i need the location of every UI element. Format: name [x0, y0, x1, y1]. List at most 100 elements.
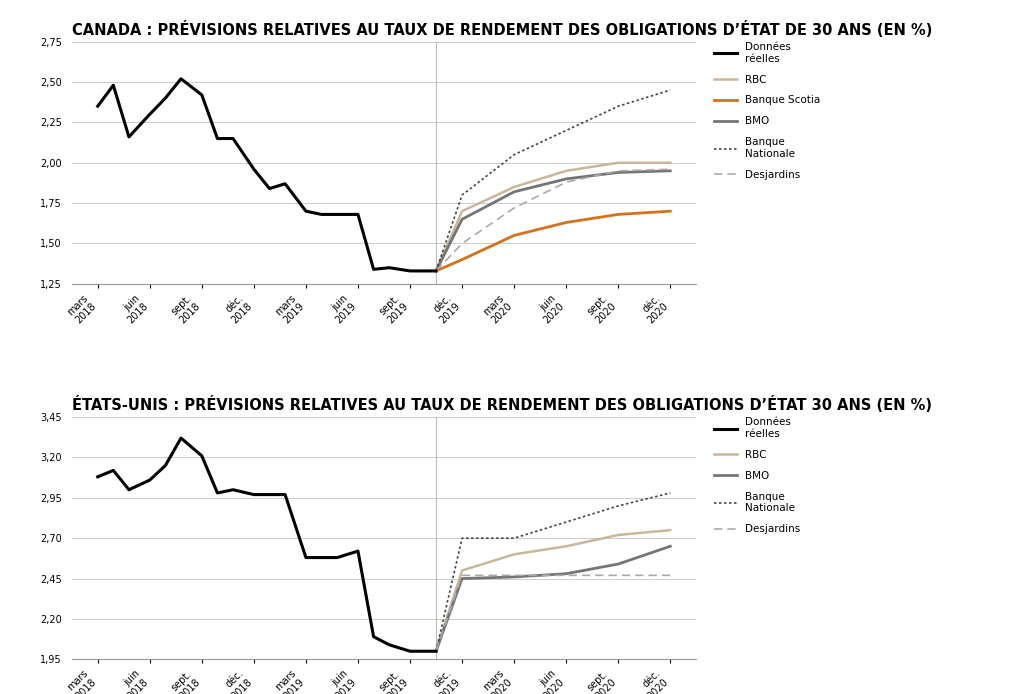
Text: ÉTATS-UNIS : PRÉVISIONS RELATIVES AU TAUX DE RENDEMENT DES OBLIGATIONS D’ÉTAT 30: ÉTATS-UNIS : PRÉVISIONS RELATIVES AU TAU…	[72, 396, 932, 413]
Desjardins	[456, 571, 468, 579]
Banque Scotia	[612, 210, 625, 219]
Données
réelles	[123, 133, 135, 141]
Line: Données
réelles: Données réelles	[97, 438, 436, 651]
Banque Scotia	[456, 255, 468, 264]
RBC	[612, 159, 625, 167]
RBC	[665, 526, 677, 534]
Banque
Nationale	[508, 151, 520, 159]
Line: Banque
Nationale: Banque Nationale	[436, 90, 671, 271]
BMO	[612, 560, 625, 568]
Données
réelles	[211, 489, 223, 497]
Données
réelles	[368, 265, 380, 273]
Line: Desjardins: Desjardins	[436, 575, 671, 651]
Données
réelles	[263, 491, 275, 499]
Line: Données
réelles: Données réelles	[97, 79, 436, 271]
RBC	[508, 183, 520, 191]
Line: RBC: RBC	[436, 163, 671, 271]
Données
réelles	[227, 135, 240, 143]
RBC	[430, 266, 442, 275]
Données
réelles	[352, 210, 365, 219]
Données
réelles	[91, 102, 103, 110]
Banque
Nationale	[430, 266, 442, 275]
Données
réelles	[300, 207, 312, 215]
BMO	[665, 167, 677, 175]
BMO	[456, 215, 468, 223]
Banque
Nationale	[560, 126, 572, 135]
BMO	[612, 168, 625, 176]
Banque Scotia	[430, 266, 442, 275]
Données
réelles	[383, 264, 395, 272]
Données
réelles	[248, 491, 260, 499]
Banque
Nationale	[456, 534, 468, 542]
Desjardins	[508, 571, 520, 579]
Banque Scotia	[560, 219, 572, 227]
Line: Banque
Nationale: Banque Nationale	[436, 493, 671, 651]
Desjardins	[612, 167, 625, 175]
Desjardins	[612, 571, 625, 579]
Données
réelles	[123, 486, 135, 494]
Données
réelles	[160, 462, 172, 470]
Legend: Données
réelles, RBC, BMO, Banque
Nationale, Desjardins: Données réelles, RBC, BMO, Banque Nation…	[714, 418, 801, 534]
Données
réelles	[403, 266, 416, 275]
Line: Desjardins: Desjardins	[436, 169, 671, 271]
Données
réelles	[196, 452, 208, 460]
Desjardins	[456, 239, 468, 248]
RBC	[430, 647, 442, 655]
Données
réelles	[143, 476, 156, 484]
Données
réelles	[315, 553, 328, 561]
Text: CANADA : PRÉVISIONS RELATIVES AU TAUX DE RENDEMENT DES OBLIGATIONS D’ÉTAT DE 30 : CANADA : PRÉVISIONS RELATIVES AU TAUX DE…	[72, 21, 932, 37]
Line: RBC: RBC	[436, 530, 671, 651]
Données
réelles	[227, 486, 240, 494]
Données
réelles	[108, 466, 120, 475]
Données
réelles	[315, 210, 328, 219]
Données
réelles	[143, 110, 156, 119]
Desjardins	[560, 178, 572, 186]
Banque
Nationale	[508, 534, 520, 542]
BMO	[560, 570, 572, 578]
RBC	[560, 542, 572, 550]
Banque
Nationale	[612, 502, 625, 510]
BMO	[456, 575, 468, 583]
Données
réelles	[248, 165, 260, 174]
Banque
Nationale	[665, 489, 677, 497]
Desjardins	[665, 165, 677, 174]
Line: Banque Scotia: Banque Scotia	[436, 211, 671, 271]
Données
réelles	[420, 266, 432, 275]
Données
réelles	[175, 434, 187, 442]
Données
réelles	[368, 632, 380, 641]
Données
réelles	[383, 641, 395, 649]
Données
réelles	[175, 75, 187, 83]
BMO	[508, 573, 520, 581]
Desjardins	[665, 571, 677, 579]
Données
réelles	[331, 210, 343, 219]
Données
réelles	[196, 91, 208, 99]
Données
réelles	[352, 547, 365, 555]
Banque Scotia	[508, 231, 520, 239]
Données
réelles	[420, 647, 432, 655]
Banque
Nationale	[430, 647, 442, 655]
BMO	[508, 187, 520, 196]
Données
réelles	[279, 491, 291, 499]
Données
réelles	[91, 473, 103, 481]
Line: BMO: BMO	[436, 546, 671, 651]
Données
réelles	[263, 185, 275, 193]
Données
réelles	[403, 647, 416, 655]
Desjardins	[508, 204, 520, 212]
Desjardins	[430, 647, 442, 655]
Banque
Nationale	[560, 518, 572, 526]
BMO	[560, 175, 572, 183]
RBC	[508, 550, 520, 559]
Données
réelles	[331, 553, 343, 561]
Données
réelles	[160, 94, 172, 102]
Données
réelles	[108, 81, 120, 90]
Données
réelles	[211, 135, 223, 143]
RBC	[612, 531, 625, 539]
RBC	[665, 159, 677, 167]
Données
réelles	[430, 266, 442, 275]
Desjardins	[560, 571, 572, 579]
RBC	[456, 566, 468, 575]
RBC	[456, 207, 468, 215]
Données
réelles	[279, 180, 291, 188]
Données
réelles	[300, 553, 312, 561]
Données
réelles	[430, 647, 442, 655]
